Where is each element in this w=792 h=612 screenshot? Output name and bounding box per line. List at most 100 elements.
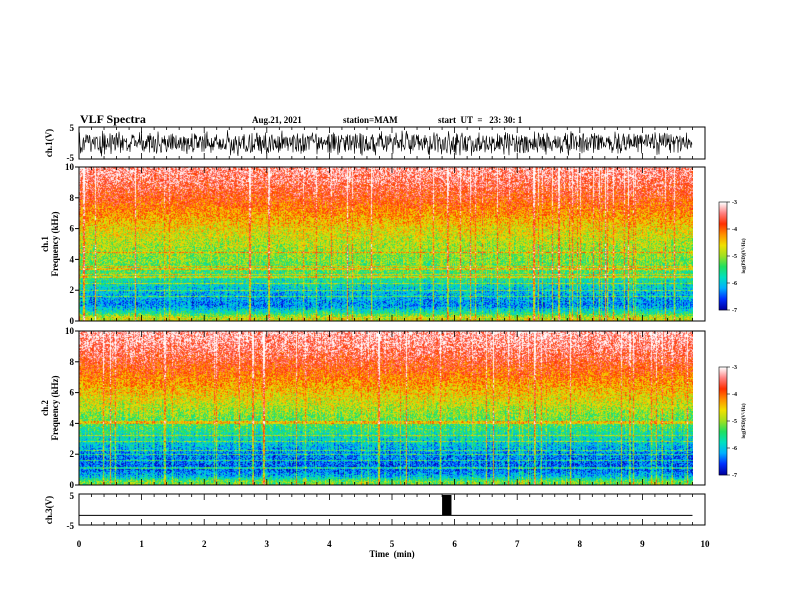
colorbar-swatch <box>719 285 727 287</box>
colorbar-swatch <box>719 404 727 406</box>
colorbar-swatch <box>719 378 727 380</box>
colorbar-swatch <box>719 269 727 271</box>
colorbar-swatch <box>719 258 727 260</box>
colorbar-swatch <box>719 232 727 234</box>
colorbar-swatch <box>719 236 727 238</box>
colorbar-swatch <box>719 203 727 205</box>
header-station: station=MAM <box>343 115 398 125</box>
colorbar-swatch <box>719 235 727 237</box>
colorbar-swatch <box>719 240 727 242</box>
colorbar-swatch <box>719 247 727 249</box>
colorbar-swatch <box>719 392 727 394</box>
colorbar-swatch <box>719 457 727 459</box>
ytick-label: 6 <box>70 224 75 234</box>
ch3-waveform-ylabel: ch.3(V) <box>44 496 54 524</box>
ch1-ytick-bottom: -5 <box>67 153 75 163</box>
ytick-label: 6 <box>70 388 75 398</box>
time-tick-label: 1 <box>139 539 144 549</box>
colorbar-swatch <box>719 264 727 266</box>
ytick-label: 10 <box>65 326 75 336</box>
colorbar-swatch <box>719 282 727 284</box>
colorbar-swatch <box>719 415 727 417</box>
colorbar-swatch <box>719 414 727 416</box>
colorbar-swatch <box>719 452 727 454</box>
colorbar-swatch <box>719 376 727 378</box>
colorbar-swatch <box>719 248 727 250</box>
time-tick-label: 8 <box>578 539 583 549</box>
colorbar-swatch <box>719 303 727 305</box>
colorbar-swatch <box>719 402 727 404</box>
colorbar-swatch <box>719 202 727 204</box>
colorbar-swatch <box>719 300 727 302</box>
colorbar-swatch <box>719 265 727 267</box>
colorbar-swatch <box>719 439 727 441</box>
colorbar-swatch <box>719 374 727 376</box>
ch2-spectrogram-ylabel: Frequency (kHz) <box>50 375 60 440</box>
colorbar-swatch <box>719 387 727 389</box>
colorbar-swatch <box>719 257 727 259</box>
colorbar-swatch <box>719 400 727 402</box>
colorbar-swatch <box>719 254 727 256</box>
colorbar-swatch <box>719 281 727 283</box>
colorbar-swatch <box>719 406 727 408</box>
time-tick-label: 4 <box>327 539 332 549</box>
colorbar-swatch <box>719 434 727 436</box>
colorbar-swatch <box>719 386 727 388</box>
colorbar-swatch <box>719 435 727 437</box>
colorbar-swatch <box>719 267 727 269</box>
colorbar-swatch <box>719 436 727 438</box>
colorbar-swatch <box>719 431 727 433</box>
colorbar-swatch <box>719 280 727 282</box>
ch1-ytick-top: 5 <box>70 123 75 133</box>
colorbar-tick-label: -3 <box>732 365 737 371</box>
colorbar-swatch <box>719 204 727 206</box>
colorbar-swatch <box>719 307 727 309</box>
colorbar-swatch <box>719 238 727 240</box>
colorbar-tick-label: -3 <box>732 200 737 206</box>
colorbar-swatch <box>719 308 727 310</box>
colorbar-swatch <box>719 433 727 435</box>
colorbar-tick-label: -4 <box>732 392 737 398</box>
colorbar-swatch <box>719 430 727 432</box>
colorbar-tick-label: -6 <box>732 446 737 452</box>
colorbar-swatch <box>719 210 727 212</box>
colorbar-swatch <box>719 229 727 231</box>
colorbar-swatch <box>719 438 727 440</box>
colorbar-swatch <box>719 246 727 248</box>
colorbar-swatch <box>719 416 727 418</box>
time-tick-label: 3 <box>265 539 270 549</box>
colorbar-swatch <box>719 372 727 374</box>
colorbar-swatch <box>719 408 727 410</box>
colorbar-swatch <box>719 220 727 222</box>
colorbar-swatch <box>719 468 727 470</box>
colorbar-swatch <box>719 218 727 220</box>
colorbar-swatch <box>719 287 727 289</box>
colorbar-tick-label: -4 <box>732 227 737 233</box>
colorbar-tick-label: -5 <box>732 254 737 260</box>
ch3-waveform-trace <box>79 495 693 516</box>
colorbar-swatch <box>719 423 727 425</box>
colorbar-swatch <box>719 417 727 419</box>
colorbar-swatch <box>719 466 727 468</box>
colorbar-swatch <box>719 304 727 306</box>
colorbar-swatch <box>719 209 727 211</box>
colorbar-swatch <box>719 447 727 449</box>
colorbar-swatch <box>719 249 727 251</box>
colorbar-swatch <box>719 207 727 209</box>
colorbar-swatch <box>719 270 727 272</box>
colorbar-swatch <box>719 255 727 257</box>
colorbar-swatch <box>719 385 727 387</box>
colorbar-swatch <box>719 263 727 265</box>
ch2-spectrogram-image <box>79 331 693 485</box>
ytick-label: 0 <box>70 480 75 490</box>
colorbar-swatch <box>719 470 727 472</box>
ch1-waveform-line <box>78 130 693 157</box>
time-tick-label: 7 <box>515 539 520 549</box>
colorbar-swatch <box>719 252 727 254</box>
colorbar-tick-label: -7 <box>732 473 737 479</box>
colorbar-swatch <box>719 243 727 245</box>
colorbar-swatch <box>719 216 727 218</box>
colorbar-swatch <box>719 223 727 225</box>
colorbar-swatch <box>719 367 727 369</box>
colorbar-swatch <box>719 222 727 224</box>
